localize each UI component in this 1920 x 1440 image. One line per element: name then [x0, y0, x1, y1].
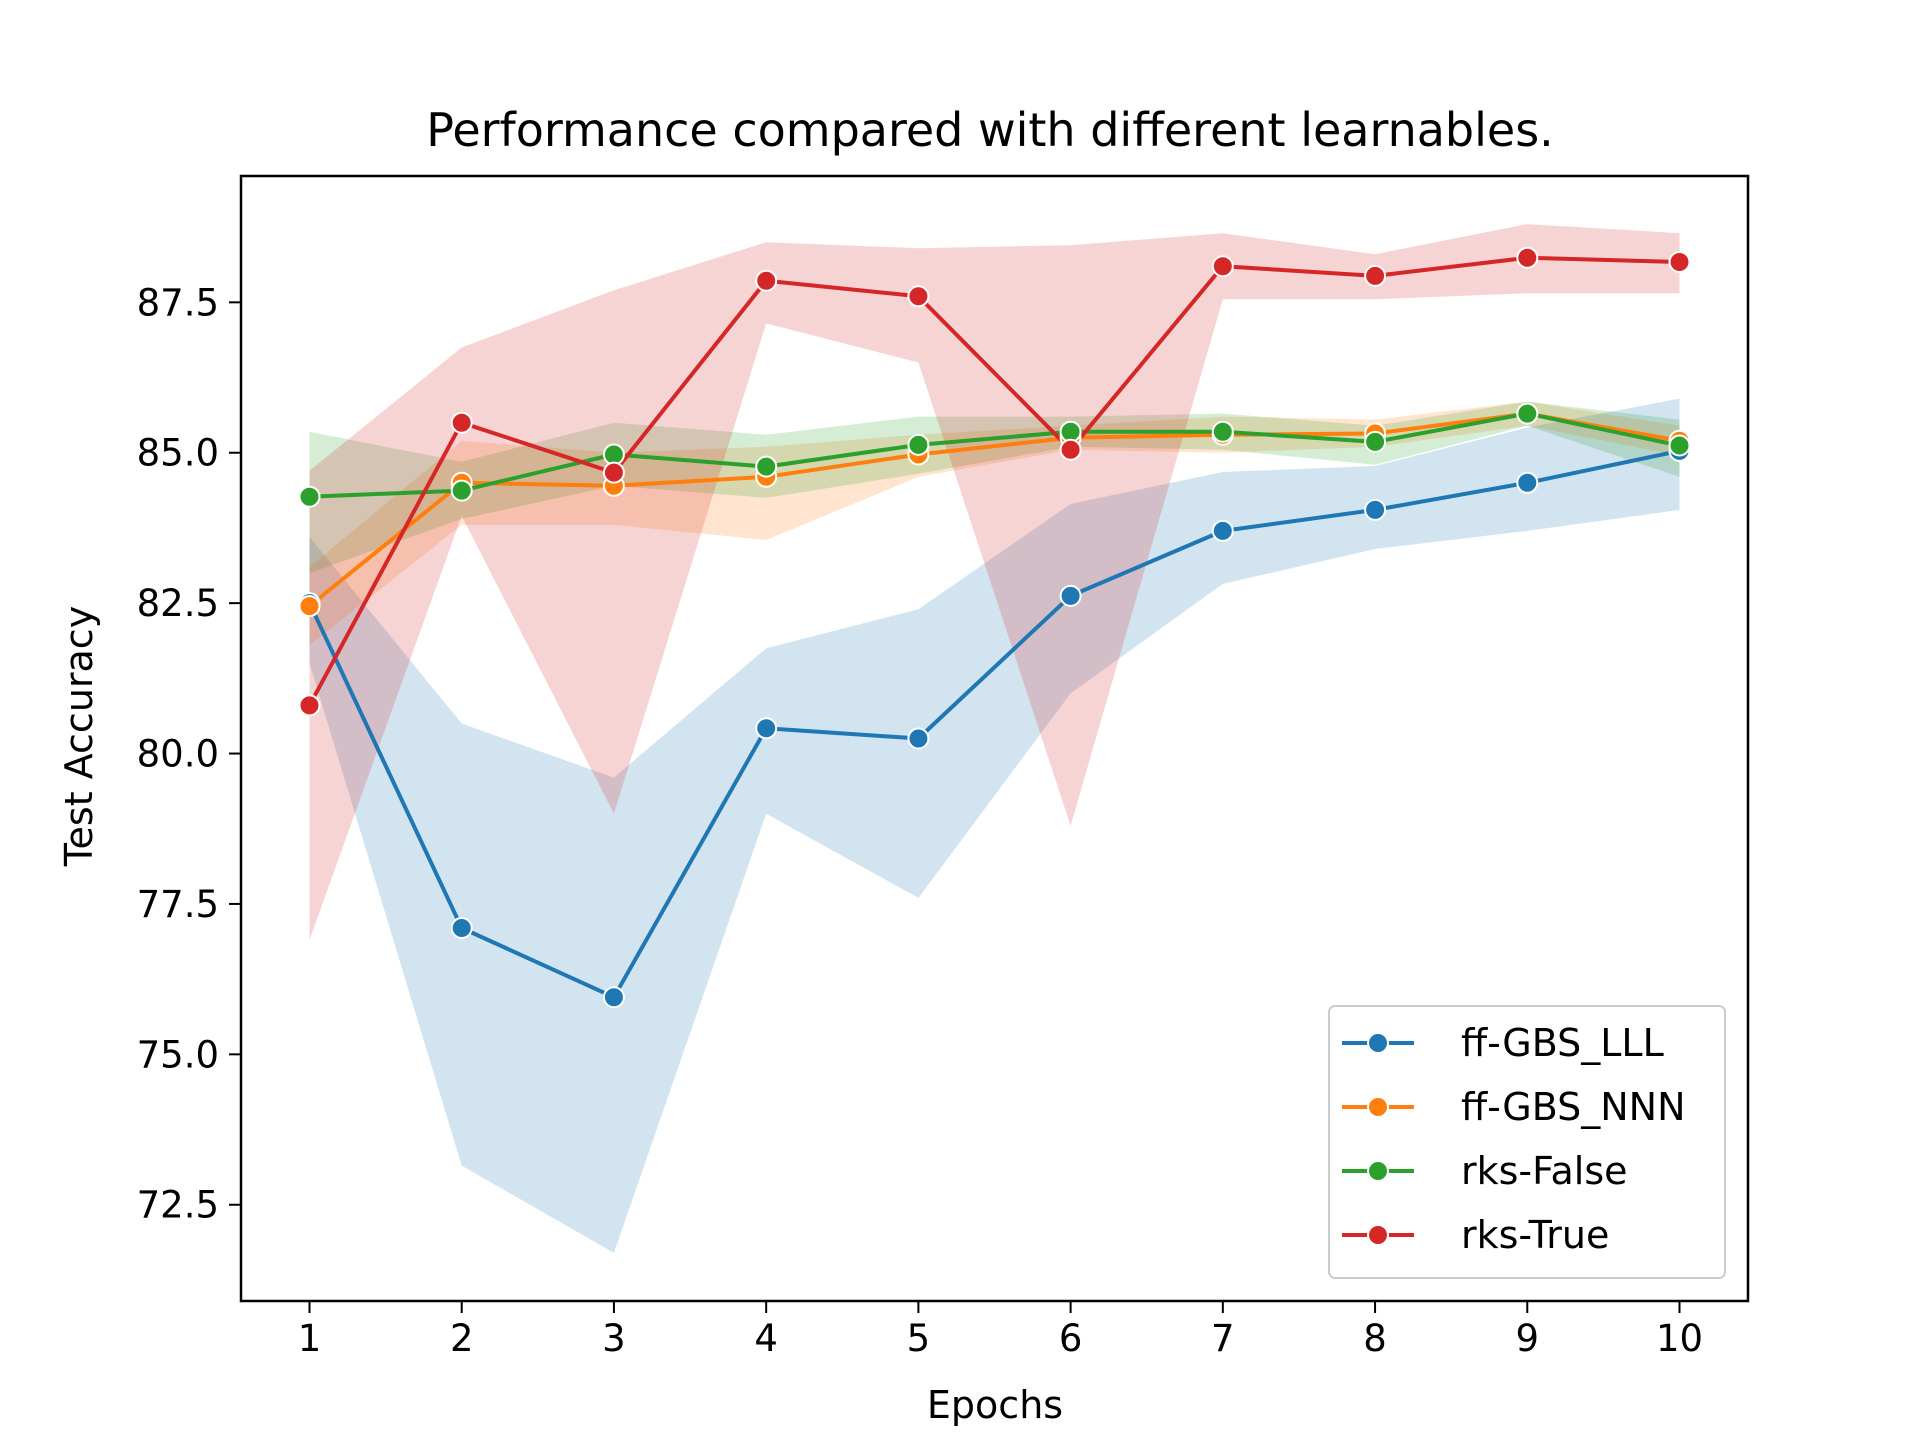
y-axis-label: Test Accuracy [57, 606, 101, 867]
marker-rks-false-1 [298, 485, 321, 508]
x-tick-label-4: 4 [754, 1317, 778, 1360]
legend-label-rks-true: rks-True [1461, 1213, 1609, 1257]
confidence-bands [309, 224, 1680, 1253]
marker-rks-false-7 [1211, 420, 1234, 443]
legend-marker-rks-true [1367, 1224, 1389, 1246]
y-tick-label-80.0: 80.0 [137, 733, 219, 776]
marker-rks-true-8 [1364, 264, 1387, 287]
marker-rks-true-1 [298, 694, 321, 717]
marker-ff-gbs-lll-9 [1516, 471, 1539, 494]
marker-rks-true-7 [1211, 255, 1234, 278]
marker-rks-false-4 [755, 455, 778, 478]
marker-ff-gbs-lll-6 [1059, 584, 1082, 607]
y-axis-ticks: 72.5 75.0 77.5 80.0 82.5 85.0 87.5 [137, 281, 241, 1227]
line-rks-true [307, 255, 1680, 707]
y-tick-label-75.0: 75.0 [137, 1033, 219, 1076]
plot-frame [239, 174, 1750, 1303]
line-rks-false [309, 411, 1680, 499]
marker-rks-false-5 [907, 433, 930, 456]
marker-rks-false-3 [602, 443, 625, 466]
marker-rks-false-9 [1516, 402, 1539, 425]
y-tick-label-72.5: 72.5 [137, 1184, 219, 1227]
marker-rks-false-8 [1364, 430, 1387, 453]
marker-rks-true-10 [1668, 251, 1691, 273]
legend-marker-rks-false [1367, 1160, 1389, 1182]
marker-rks-true-4 [755, 269, 778, 292]
x-tick-label-7: 7 [1211, 1317, 1235, 1360]
series-markers [298, 246, 1691, 1009]
marker-ff-gbs-lll-4 [755, 717, 778, 740]
x-tick-label-9: 9 [1516, 1317, 1540, 1360]
legend-marker-ff-gbs-nnn [1367, 1096, 1389, 1118]
legend-label-ff-gbs-nnn: ff-GBS_NNN [1461, 1085, 1686, 1129]
y-tick-label-82.5: 82.5 [137, 582, 219, 625]
y-tick-label-85.0: 85.0 [137, 432, 219, 475]
band-ff-gbs-nnn [309, 401, 1680, 646]
y-tick-label-87.5: 87.5 [137, 281, 219, 324]
x-axis-label: Epochs [927, 1383, 1063, 1427]
x-tick-label-3: 3 [602, 1317, 626, 1360]
x-tick-label-8: 8 [1363, 1317, 1387, 1360]
series-lines [307, 255, 1680, 1000]
x-tick-label-5: 5 [907, 1317, 931, 1360]
marker-ff-gbs-lll-8 [1364, 498, 1387, 521]
legend-marker-ff-gbs-lll [1367, 1032, 1389, 1054]
legend: ff-GBS_LLL ff-GBS_NNN rks-False rks-True [1328, 1005, 1726, 1279]
line-ff-gbs-lll [307, 448, 1680, 1000]
line-ff-gbs-nnn [308, 411, 1680, 608]
marker-rks-true-6 [1059, 438, 1082, 461]
band-ff-gbs-lll [309, 398, 1680, 1253]
x-tick-label-2: 2 [450, 1317, 474, 1360]
marker-rks-true-5 [907, 285, 930, 308]
marker-ff-gbs-lll-3 [602, 986, 625, 1009]
chart-title: Performance compared with different lear… [426, 103, 1554, 157]
marker-rks-true-9 [1516, 246, 1539, 269]
marker-ff-gbs-lll-2 [450, 917, 473, 939]
marker-rks-false-2 [450, 479, 473, 502]
legend-label-ff-gbs-lll: ff-GBS_LLL [1461, 1021, 1664, 1065]
y-tick-label-77.5: 77.5 [137, 883, 219, 926]
marker-rks-true-3 [602, 461, 625, 484]
x-tick-label-10: 10 [1656, 1317, 1703, 1360]
band-rks-false [309, 401, 1680, 574]
marker-ff-gbs-nnn-1 [298, 595, 321, 618]
x-axis-ticks: 1 2 3 4 5 6 7 8 9 10 [298, 1301, 1703, 1360]
band-rks-true [309, 224, 1680, 941]
x-tick-label-6: 6 [1059, 1317, 1083, 1360]
marker-rks-false-10 [1668, 434, 1691, 457]
x-tick-label-1: 1 [298, 1317, 322, 1360]
marker-ff-gbs-lll-5 [907, 727, 930, 750]
marker-rks-true-2 [450, 411, 473, 434]
marker-ff-gbs-lll-7 [1211, 519, 1234, 542]
legend-box [1328, 1005, 1726, 1279]
legend-label-rks-false: rks-False [1461, 1149, 1628, 1193]
